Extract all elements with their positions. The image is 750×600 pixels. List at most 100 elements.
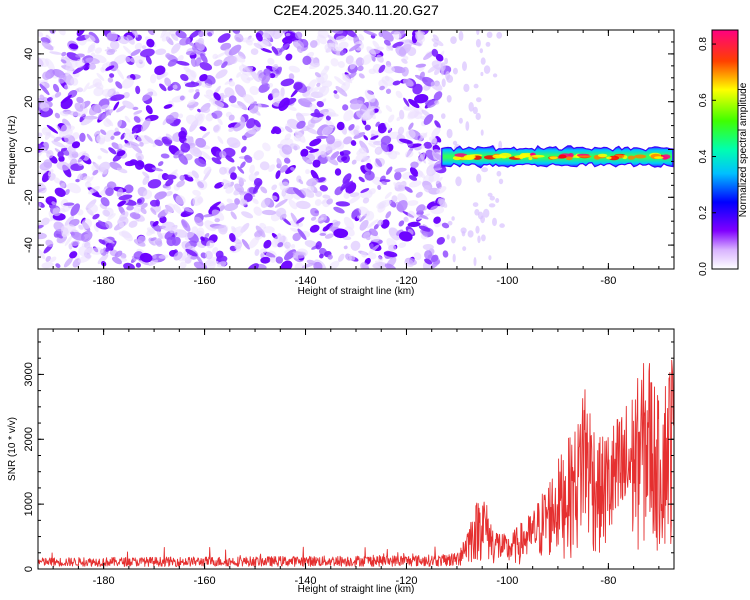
spectrogram-noise-cell bbox=[46, 150, 54, 159]
spectrogram-noise-cell bbox=[423, 141, 433, 149]
spectrogram-noise-cell bbox=[145, 55, 152, 65]
spectrogram-noise-cell bbox=[327, 34, 339, 45]
spectrogram-noise-cell bbox=[46, 97, 53, 102]
spectrogram-noise-cell bbox=[272, 30, 284, 40]
spectrogram-noise-cell bbox=[418, 151, 426, 164]
spectrogram-noise-cell bbox=[189, 30, 202, 39]
spectrogram-noise-cell bbox=[318, 85, 330, 97]
spectrogram-noise-cell bbox=[163, 104, 173, 109]
spectrogram-noise-cell bbox=[255, 32, 263, 42]
spectrogram-noise-cell bbox=[240, 161, 246, 169]
spectrogram-noise-cell bbox=[246, 127, 257, 135]
spectrogram-noise-cell bbox=[281, 144, 293, 155]
spectrogram-noise-cell bbox=[135, 152, 144, 161]
spectrogram-noise-cell bbox=[492, 73, 498, 78]
spectrogram-noise-cell bbox=[370, 135, 379, 140]
spectrogram-noise-cell bbox=[263, 30, 276, 39]
spectrogram-noise-cell bbox=[420, 229, 429, 236]
spectrogram-noise-cell bbox=[200, 53, 208, 64]
spectrogram-noise-cell bbox=[452, 140, 458, 146]
spectrogram-noise-cell bbox=[475, 38, 481, 48]
spectrogram-noise-cell bbox=[499, 223, 505, 228]
spectrogram-noise-cell bbox=[272, 126, 282, 135]
spectrogram-noise-cell bbox=[190, 70, 197, 78]
spectrogram-noise-cell bbox=[397, 126, 405, 136]
spectrogram-noise-cell bbox=[366, 219, 379, 229]
spectrogram-noise-cell bbox=[424, 258, 433, 265]
spectrogram-noise-cell bbox=[335, 86, 348, 97]
snr-panel: -180 -160 -140 -120 -100 -80 0 1000 2000 3000 He… bbox=[7, 328, 675, 595]
spectrogram-noise-cell bbox=[123, 133, 134, 141]
spectrogram-noise-cell bbox=[83, 62, 91, 71]
spectrogram-noise-cell bbox=[191, 226, 198, 234]
spectrogram-noise-cell bbox=[49, 51, 62, 55]
spectrogram-noise-cell bbox=[314, 72, 321, 78]
spectrogram-noise-cell bbox=[415, 63, 427, 68]
spectrogram-noise-cell bbox=[173, 204, 182, 214]
spectrogram-noise-cell bbox=[304, 240, 318, 248]
spectrogram-noise-cell bbox=[226, 137, 241, 148]
colorbar-tick-label: 0.4 bbox=[698, 149, 709, 163]
spectrogram-noise-cell bbox=[228, 95, 237, 104]
spectrogram-noise-cell bbox=[380, 142, 389, 153]
spectrogram-noise-cell bbox=[316, 100, 324, 108]
figure-title: C2E4.2025.340.11.20.G27 bbox=[273, 2, 439, 18]
spectrogram-noise-cell bbox=[394, 167, 407, 173]
y-tick-label: 0 bbox=[23, 566, 35, 572]
spectrogram-noise-cell bbox=[284, 126, 293, 133]
spectrogram-noise-cell bbox=[326, 198, 334, 205]
spectrogram-noise-cell bbox=[498, 140, 503, 150]
spectrogram-noise-cell bbox=[260, 197, 271, 208]
spectrogram-noise-cell bbox=[186, 231, 195, 239]
spectrogram-noise-cell bbox=[109, 73, 115, 78]
spectrogram-noise-cell bbox=[179, 37, 191, 46]
spectrogram-noise-cell bbox=[66, 52, 81, 62]
spectrogram-noise-cell bbox=[82, 175, 91, 181]
spectrogram-noise-cell bbox=[201, 106, 211, 114]
spectrogram-noise-cell bbox=[169, 226, 177, 233]
spectrogram-noise-cell bbox=[332, 46, 344, 52]
spectrogram-noise-cell bbox=[88, 203, 98, 214]
spectrogram-noise-cell bbox=[258, 83, 271, 93]
spectrogram-noise-cell bbox=[76, 158, 84, 167]
spectrogram-noise-cell bbox=[192, 195, 203, 206]
spectrogram-noise-cell bbox=[52, 207, 62, 217]
spectrogram-noise-cell bbox=[260, 256, 271, 264]
spectrogram-noise-cell bbox=[129, 212, 141, 220]
spectrogram-noise-cell bbox=[285, 32, 291, 37]
spectrogram-noise-cell bbox=[328, 221, 341, 231]
spectrogram-noise-cell bbox=[38, 248, 46, 260]
spectrogram-noise-cell bbox=[262, 142, 271, 152]
spectrogram-noise-cell bbox=[197, 37, 205, 45]
spectrogram-noise-cell bbox=[74, 102, 84, 112]
spectrogram-noise-cell bbox=[147, 30, 155, 36]
spectrogram-noise-cell bbox=[415, 31, 426, 43]
spectrogram-signal-peak bbox=[627, 155, 636, 160]
spectrogram-noise-cell bbox=[146, 227, 156, 234]
spectrogram-noise-cell bbox=[385, 166, 393, 175]
spectrogram-noise-cell bbox=[442, 250, 449, 258]
spectrogram-noise-cell bbox=[85, 57, 100, 65]
spectrogram-noise-cell bbox=[250, 48, 259, 56]
spectrogram-noise-cell bbox=[102, 237, 115, 244]
spectrogram-noise-cell bbox=[368, 244, 380, 254]
spectrogram-noise-cell bbox=[244, 154, 253, 163]
spectrogram-noise-cell bbox=[279, 164, 288, 173]
spectrogram-noise-cell bbox=[363, 30, 378, 36]
spectrogram-noise-cell bbox=[165, 114, 175, 124]
spectrogram-noise-cell bbox=[278, 43, 290, 53]
spectrogram-noise-cell bbox=[414, 94, 429, 104]
spectrogram-noise-cell bbox=[187, 99, 196, 106]
spectrogram-noise-cell bbox=[211, 110, 223, 119]
spectrogram-noise-cell bbox=[61, 51, 67, 57]
spectrogram-noise-cell bbox=[130, 49, 141, 57]
spectrogram-noise-cell bbox=[42, 71, 51, 81]
spectrogram-noise-cell bbox=[150, 237, 157, 241]
spectrogram-noise-cell bbox=[431, 167, 443, 171]
spectrogram-noise-cell bbox=[96, 72, 105, 81]
spectrogram-noise-cell bbox=[472, 202, 479, 208]
spectrogram-noise-cell bbox=[309, 138, 322, 147]
spectrogram-noise-cell bbox=[386, 46, 392, 52]
spectrogram-noise-cell bbox=[155, 238, 162, 246]
spectrogram-noise-cell bbox=[369, 234, 380, 242]
